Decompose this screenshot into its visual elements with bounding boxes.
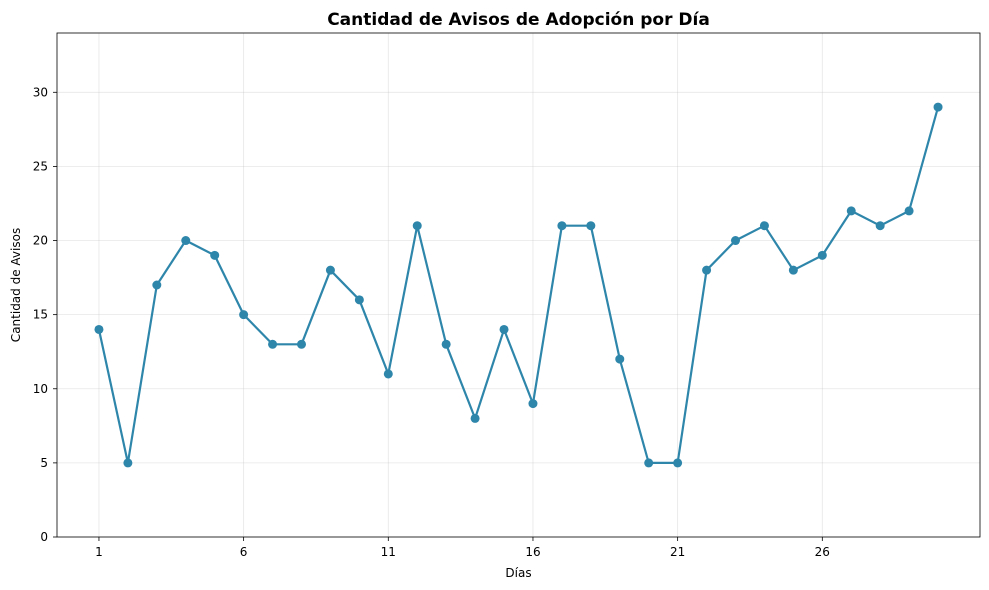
data-point	[383, 369, 393, 379]
y-tick-label: 25	[33, 159, 48, 173]
data-point	[239, 310, 249, 320]
data-point	[152, 280, 162, 290]
y-tick-label: 10	[33, 382, 48, 396]
data-point	[528, 399, 538, 409]
data-point	[210, 250, 220, 260]
data-point	[615, 354, 625, 364]
data-point	[181, 236, 191, 246]
x-tick-label: 1	[95, 545, 103, 559]
data-point	[557, 221, 567, 231]
data-point	[731, 236, 741, 246]
y-tick-label: 20	[33, 234, 48, 248]
chart-title: Cantidad de Avisos de Adopción por Día	[327, 10, 710, 30]
data-point	[94, 324, 104, 334]
data-point	[325, 265, 335, 275]
data-point	[846, 206, 856, 216]
data-point	[354, 295, 364, 305]
data-point	[441, 339, 451, 349]
data-point	[875, 221, 885, 231]
series-layer	[94, 102, 943, 468]
y-tick-label: 0	[40, 530, 48, 544]
plot-frame	[56, 32, 981, 538]
data-point	[788, 265, 798, 275]
data-point	[933, 102, 943, 112]
data-point	[673, 458, 683, 468]
data-point	[499, 324, 509, 334]
data-point	[470, 413, 480, 423]
y-tick-label: 15	[33, 308, 48, 322]
data-point	[123, 458, 133, 468]
y-tick-label: 30	[33, 85, 48, 99]
x-tick-label: 21	[670, 545, 685, 559]
data-point	[759, 221, 769, 231]
data-point	[268, 339, 278, 349]
data-point	[904, 206, 914, 216]
data-point	[586, 221, 596, 231]
data-point	[296, 339, 306, 349]
series-line	[97, 106, 940, 464]
y-tick-label: 5	[40, 456, 48, 470]
x-tick-label: 6	[240, 545, 248, 559]
data-point	[702, 265, 712, 275]
x-axis-label: Días	[505, 566, 531, 580]
data-point	[817, 250, 827, 260]
x-tick-label: 26	[815, 545, 830, 559]
grid	[57, 33, 980, 538]
x-tick-label: 11	[381, 545, 396, 559]
data-point	[412, 221, 422, 231]
x-tick-label: 16	[525, 545, 540, 559]
y-axis-label: Cantidad de Avisos	[9, 228, 23, 342]
data-point	[644, 458, 654, 468]
